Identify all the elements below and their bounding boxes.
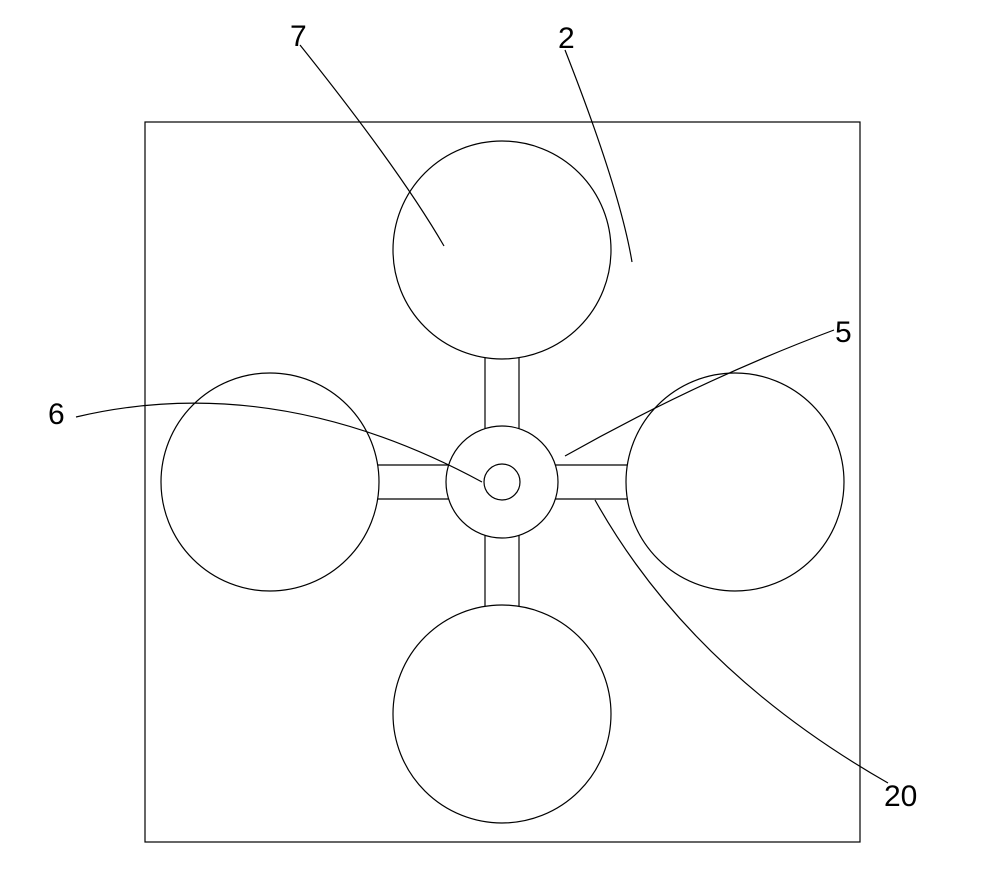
- outer-circle-bottom: [393, 605, 611, 823]
- label-6: 6: [48, 398, 65, 431]
- leader-6: [76, 403, 482, 482]
- hub-circle: [446, 426, 558, 538]
- outer-circle-top: [393, 141, 611, 359]
- leader-5: [565, 330, 834, 456]
- diagram-container: 7 2 5 6 20: [0, 0, 1000, 886]
- label-20: 20: [884, 780, 917, 813]
- leader-2: [565, 50, 632, 262]
- diagram-svg: 7 2 5 6 20: [0, 0, 1000, 886]
- outer-square: [145, 122, 860, 842]
- outer-circle-left: [161, 373, 379, 591]
- leader-20: [595, 500, 888, 783]
- leader-7: [300, 45, 444, 246]
- label-2: 2: [558, 22, 575, 55]
- label-7: 7: [290, 20, 307, 53]
- label-5: 5: [835, 316, 852, 349]
- center-dot: [484, 464, 520, 500]
